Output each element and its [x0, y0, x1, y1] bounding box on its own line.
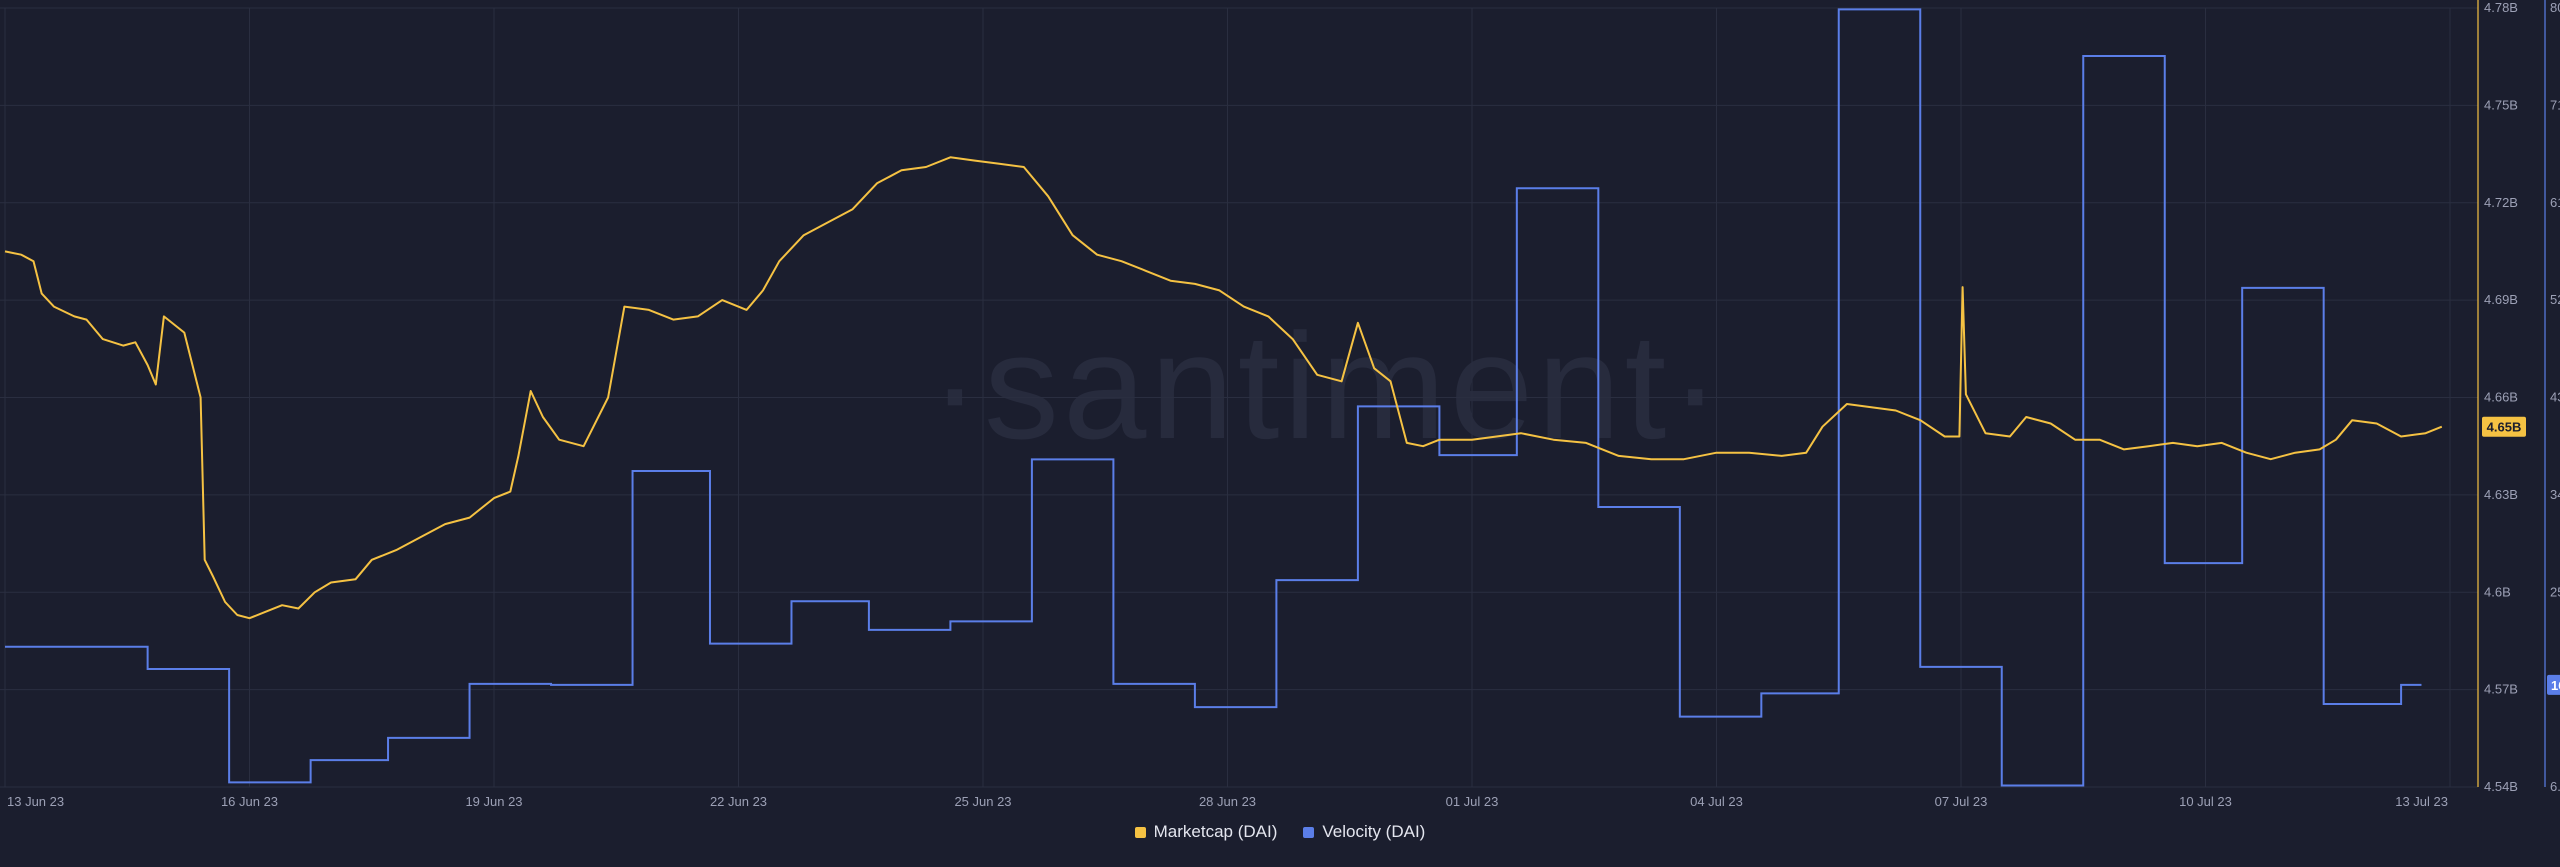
legend-label-velocity: Velocity (DAI) — [1322, 822, 1426, 841]
marketcap-tick-label: 4.57B — [2484, 682, 2518, 697]
santiment-watermark: ·santiment· — [930, 302, 1725, 470]
legend-item-velocity[interactable]: Velocity (DAI) — [1303, 822, 1425, 842]
legend-item-marketcap[interactable]: Marketcap (DAI) — [1134, 822, 1278, 842]
velocity-line — [5, 8, 2422, 787]
velocity-tick-label: 80.328 — [2550, 0, 2560, 15]
velocity-current-badge — [2547, 674, 2560, 695]
marketcap-current-label: 4.65B — [2487, 420, 2522, 435]
marketcap-swatch-icon — [1134, 826, 1146, 838]
marketcap-tick-label: 4.63B — [2484, 487, 2518, 502]
marketcap-line — [4, 156, 2443, 620]
velocity-tick-label: 6.758 — [2550, 779, 2560, 794]
x-tick-label: 01 Jul 23 — [1446, 794, 1499, 809]
velocity-tick-label: 61.936 — [2550, 195, 2560, 210]
legend-label-marketcap: Marketcap (DAI) — [1153, 822, 1278, 841]
marketcap-tick-label: 4.78B — [2484, 0, 2518, 15]
velocity-tick-label: 43.543 — [2550, 390, 2560, 405]
velocity-current-label: 16.36 — [2551, 678, 2560, 693]
x-tick-label: 16 Jun 23 — [221, 794, 278, 809]
marketcap-tick-label: 4.72B — [2484, 195, 2518, 210]
x-tick-label: 04 Jul 23 — [1690, 794, 1743, 809]
marketcap-tick-label: 4.54B — [2484, 779, 2518, 794]
marketcap-tick-label: 4.75B — [2484, 97, 2518, 112]
x-tick-label: 22 Jun 23 — [710, 794, 767, 809]
x-tick-label: 25 Jun 23 — [954, 794, 1011, 809]
x-tick-label: 28 Jun 23 — [1199, 794, 1256, 809]
x-tick-label: 19 Jun 23 — [465, 794, 522, 809]
x-tick-label: 07 Jul 23 — [1935, 794, 1988, 809]
legend: Marketcap (DAI) Velocity (DAI) — [0, 822, 2560, 842]
marketcap-current-badge — [2482, 416, 2526, 437]
x-tick-label: 10 Jul 23 — [2179, 794, 2232, 809]
x-tick-label: 13 Jul 23 — [2395, 794, 2448, 809]
velocity-tick-label: 25.15 — [2550, 584, 2560, 599]
marketcap-tick-label: 4.69B — [2484, 292, 2518, 307]
velocity-swatch-icon — [1303, 826, 1315, 838]
marketcap-tick-label: 4.66B — [2484, 390, 2518, 405]
marketcap-tick-label: 4.6B — [2484, 584, 2511, 599]
velocity-tick-label: 71.132 — [2550, 97, 2560, 112]
velocity-tick-label: 52.739 — [2550, 292, 2560, 307]
velocity-tick-label: 34.347 — [2550, 487, 2560, 502]
x-tick-label: 13 Jun 23 — [7, 794, 64, 809]
